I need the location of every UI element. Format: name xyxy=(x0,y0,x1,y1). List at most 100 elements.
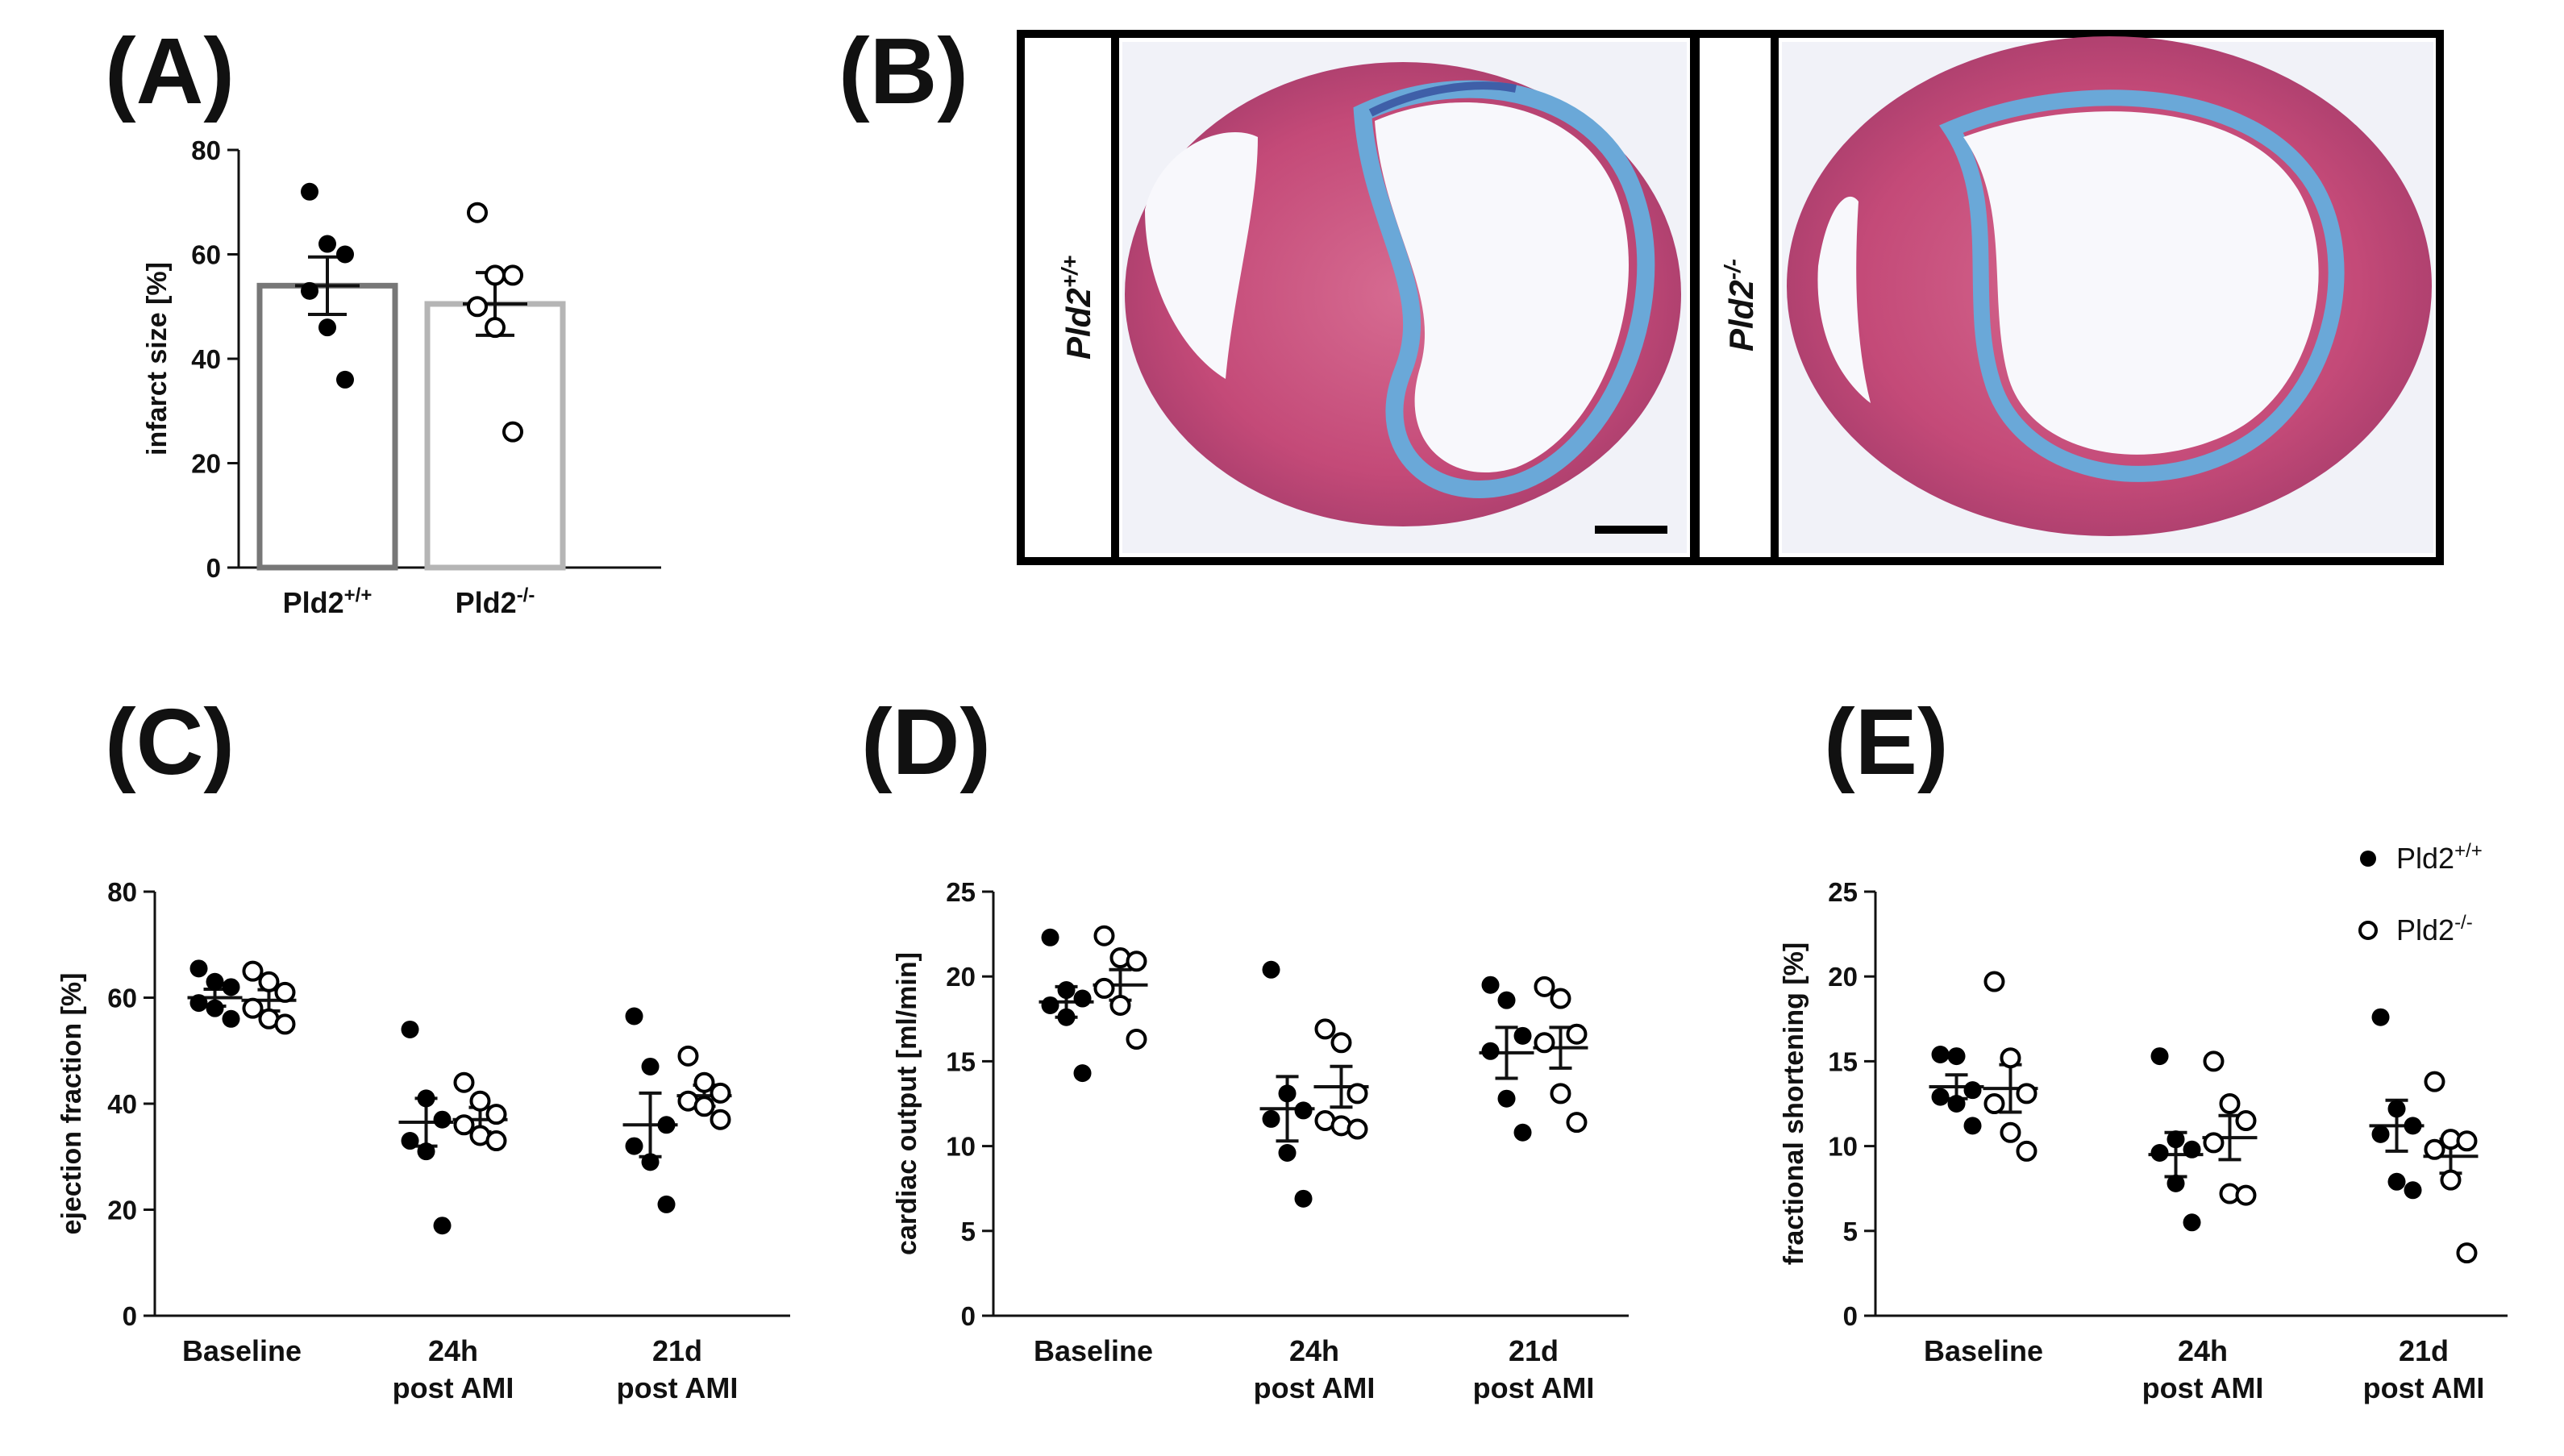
data-point xyxy=(1073,1064,1092,1083)
category-name: Pld2 xyxy=(456,586,517,619)
x-category-label: 24h xyxy=(1289,1334,1339,1367)
data-point xyxy=(1497,1089,1516,1108)
data-point xyxy=(625,1007,643,1025)
data-point xyxy=(1057,1008,1076,1026)
data-point xyxy=(469,1090,491,1112)
chart-c-ejection-fraction: 0 20 40 60 80 ejection fraction [%] Baseline 24… xyxy=(56,877,790,1404)
data-point xyxy=(1947,1047,1966,1066)
data-point xyxy=(222,1009,240,1028)
data-point xyxy=(1983,971,2005,992)
data-point xyxy=(1126,1029,1147,1050)
data-point xyxy=(502,264,523,286)
panel-label-e: (E) xyxy=(1824,689,1949,794)
data-point xyxy=(2000,1121,2021,1143)
y-axis-label: infarct size [%] xyxy=(142,262,173,456)
category-sup: +/+ xyxy=(344,584,373,606)
data-point xyxy=(242,960,264,982)
data-point xyxy=(2387,1172,2406,1191)
category-name: Pld2 xyxy=(283,586,344,619)
data-point xyxy=(401,1020,419,1038)
data-point xyxy=(1093,925,1115,946)
data-point xyxy=(2235,1110,2257,1132)
data-point xyxy=(2404,1117,2422,1135)
heart-section-wt xyxy=(1125,62,1681,534)
data-point xyxy=(1481,976,1500,994)
data-point xyxy=(1534,1032,1555,1054)
data-point xyxy=(1126,951,1147,972)
x-category-label: 21d xyxy=(1509,1334,1559,1367)
data-point xyxy=(625,1137,643,1155)
x-category-label: post AMI xyxy=(1473,1371,1595,1404)
data-point xyxy=(710,1082,731,1104)
data-point xyxy=(1497,991,1516,1009)
data-point xyxy=(2150,1144,2169,1163)
y-tick-label: 80 xyxy=(191,135,221,165)
category-sup: -/- xyxy=(517,584,535,606)
heart-section-ko xyxy=(1787,36,2432,536)
data-point xyxy=(301,281,318,300)
data-point xyxy=(2371,1125,2390,1143)
data-point xyxy=(336,245,354,264)
x-category-label: post AMI xyxy=(617,1371,739,1404)
histology-divider xyxy=(1771,34,1779,561)
data-point xyxy=(1262,960,1280,979)
data-point xyxy=(2203,1132,2225,1154)
y-tick-label: 20 xyxy=(946,962,976,992)
histology-divider xyxy=(1690,34,1700,561)
data-point xyxy=(1294,1189,1313,1208)
data-point xyxy=(318,235,336,253)
data-point xyxy=(318,318,336,337)
data-point xyxy=(206,972,224,991)
data-point xyxy=(1983,1093,2005,1114)
data-point xyxy=(693,1071,715,1093)
x-category-label: post AMI xyxy=(2142,1371,2264,1404)
data-point xyxy=(467,202,488,223)
data-point xyxy=(1534,976,1555,997)
data-point xyxy=(485,1130,507,1152)
data-point xyxy=(258,971,280,992)
y-tick-label: 10 xyxy=(1828,1132,1858,1162)
legend: Pld2+/+ Pld2-/- xyxy=(2358,840,2483,946)
data-point xyxy=(657,1116,676,1134)
data-point xyxy=(2166,1174,2185,1192)
data-point xyxy=(2387,1100,2406,1118)
data-point xyxy=(242,997,264,1019)
data-point xyxy=(2166,1130,2185,1149)
data-point xyxy=(641,1057,660,1075)
data-point xyxy=(2235,1184,2257,1206)
data-point xyxy=(1109,994,1131,1016)
data-point xyxy=(2016,1140,2037,1162)
data-point xyxy=(401,1132,419,1150)
y-tick-label: 40 xyxy=(107,1089,137,1119)
y-tick-label: 25 xyxy=(946,877,976,907)
data-point xyxy=(1550,1083,1571,1104)
histology-label-wt: Pld2+/+ xyxy=(1057,256,1097,360)
legend-marker-filled xyxy=(2360,851,2376,867)
x-category-label: Baseline xyxy=(182,1334,302,1367)
data-point xyxy=(485,264,506,286)
legend-label-wt: Pld2+/+ xyxy=(2396,840,2483,875)
data-point xyxy=(693,1096,715,1117)
data-point xyxy=(677,1045,699,1067)
data-point xyxy=(1566,1112,1588,1134)
data-point xyxy=(2440,1169,2462,1191)
data-point xyxy=(1347,1118,1368,1140)
histology-divider xyxy=(1111,34,1119,561)
data-point xyxy=(433,1110,452,1129)
data-point xyxy=(467,296,488,318)
scale-bar xyxy=(1595,526,1667,534)
x-category-label: post AMI xyxy=(393,1371,514,1404)
y-tick-label: 10 xyxy=(946,1132,976,1162)
panel-label-b: (B) xyxy=(839,19,968,123)
data-point xyxy=(1294,1101,1313,1120)
data-point xyxy=(206,999,224,1017)
y-tick-label: 20 xyxy=(107,1196,137,1225)
x-category-label: Baseline xyxy=(1924,1334,2043,1367)
chart-d-cardiac-output: 0 5 10 15 20 25 cardiac output [ml/min] Baselin… xyxy=(892,877,1629,1404)
data-point xyxy=(1513,1026,1532,1045)
y-tick-label: 0 xyxy=(123,1301,137,1331)
y-tick-label: 80 xyxy=(107,877,137,907)
data-point xyxy=(274,981,296,1003)
legend-marker-open xyxy=(2358,921,2378,940)
